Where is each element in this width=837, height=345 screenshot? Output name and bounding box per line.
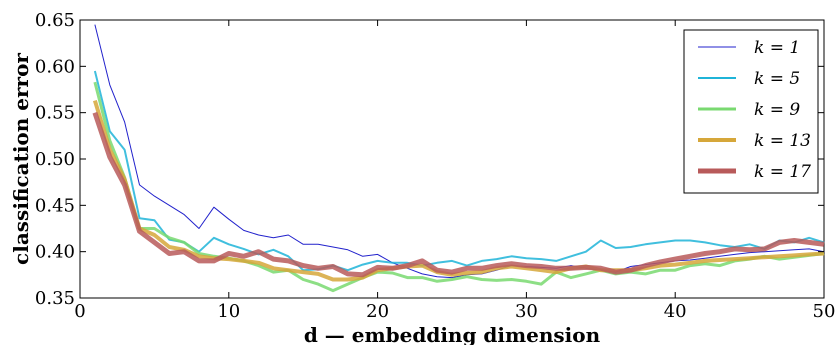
x-tick-label: 30	[515, 301, 538, 322]
legend-box	[683, 29, 819, 194]
series-line-5	[92, 111, 825, 278]
legend: k = 1 k = 5 k = 9 k = 13 k = 17	[683, 29, 819, 194]
legend-label-5: k = 17	[754, 162, 811, 182]
legend-label-4: k = 13	[754, 131, 811, 151]
y-tick-label: 0.55	[35, 103, 75, 124]
x-tick-label: 50	[813, 301, 836, 322]
legend-label-2: k = 5	[754, 69, 800, 89]
y-axis-label: classification error	[9, 53, 33, 265]
legend-label-3: k = 9	[754, 100, 800, 120]
x-tick-label: 0	[74, 301, 85, 322]
x-tick-label: 20	[366, 301, 389, 322]
x-axis-label: d — embedding dimension	[304, 323, 601, 345]
y-tick-label: 0.50	[35, 149, 75, 170]
legend-label-1: k = 1	[754, 38, 800, 58]
series-line-2	[93, 70, 825, 272]
y-tick-label: 0.65	[35, 10, 75, 31]
y-tick-label: 0.45	[35, 195, 75, 216]
y-tick-label: 0.35	[35, 288, 75, 309]
x-tick-label: 40	[664, 301, 687, 322]
y-tick-label: 0.40	[35, 242, 75, 263]
series-line-1	[94, 24, 825, 279]
y-tick-label: 0.60	[35, 56, 75, 77]
x-tick-label: 10	[217, 301, 240, 322]
